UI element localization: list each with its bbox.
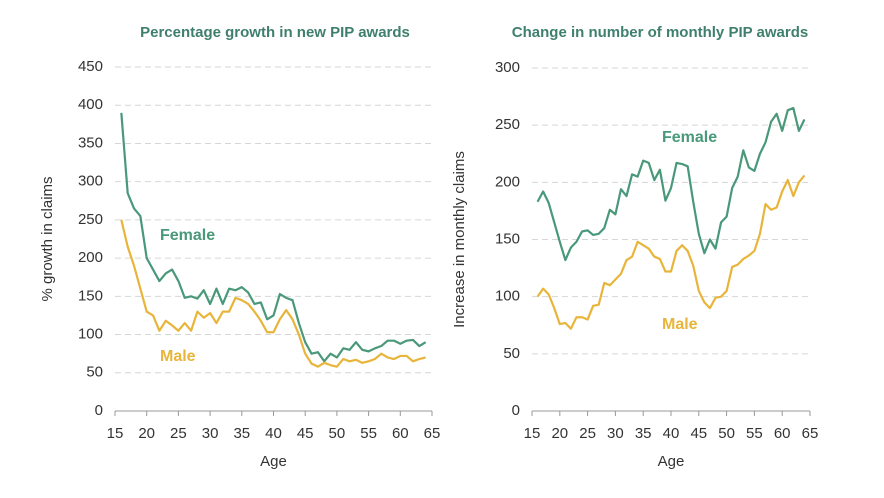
y-tick-label: 250 [495,116,520,133]
y-tick-label: 50 [86,364,103,381]
x-tick-label: 55 [746,425,763,442]
x-tick-label: 60 [392,425,409,442]
x-tick-label: 20 [138,425,155,442]
x-axis-title: Age [260,453,287,470]
x-tick-label: 20 [551,425,568,442]
y-axis-title: Increase in monthly claims [451,151,468,328]
legend-label: Female [160,227,215,244]
x-tick-label: 35 [635,425,652,442]
y-tick-label: 350 [78,134,103,151]
y-tick-label: 100 [495,288,520,305]
series-line [120,112,427,363]
x-tick-label: 45 [690,425,707,442]
x-tick-label: 15 [107,425,124,442]
x-tick-label: 15 [524,425,541,442]
x-tick-label: 55 [360,425,377,442]
x-axis-title: Age [658,453,685,470]
x-tick-label: 65 [424,425,441,442]
legend-label: Female [662,129,717,146]
x-tick-label: 60 [774,425,791,442]
y-tick-label: 0 [512,402,520,419]
y-tick-label: 200 [495,173,520,190]
y-tick-label: 0 [95,402,103,419]
series-line [536,106,806,262]
y-tick-label: 150 [495,230,520,247]
series-line [536,174,806,330]
y-tick-label: 400 [78,96,103,113]
x-tick-label: 35 [233,425,250,442]
chart-title: Change in number of monthly PIP awards [512,24,808,41]
x-tick-label: 30 [202,425,219,442]
series-line [120,219,426,368]
x-tick-label: 50 [718,425,735,442]
x-tick-label: 25 [579,425,596,442]
x-tick-label: 50 [329,425,346,442]
y-tick-label: 50 [503,345,520,362]
chart-title: Percentage growth in new PIP awards [140,24,410,41]
x-tick-label: 40 [265,425,282,442]
legend-label: Male [160,348,196,365]
y-tick-label: 100 [78,326,103,343]
y-tick-label: 200 [78,249,103,266]
x-tick-label: 40 [663,425,680,442]
x-tick-label: 45 [297,425,314,442]
y-tick-label: 250 [78,211,103,228]
y-tick-label: 450 [78,58,103,75]
x-tick-label: 65 [802,425,819,442]
y-tick-label: 150 [78,287,103,304]
y-axis-title: % growth in claims [39,176,56,301]
y-tick-label: 300 [495,59,520,76]
legend-label: Male [662,316,698,333]
y-tick-label: 300 [78,173,103,190]
x-tick-label: 25 [170,425,187,442]
x-tick-label: 30 [607,425,624,442]
